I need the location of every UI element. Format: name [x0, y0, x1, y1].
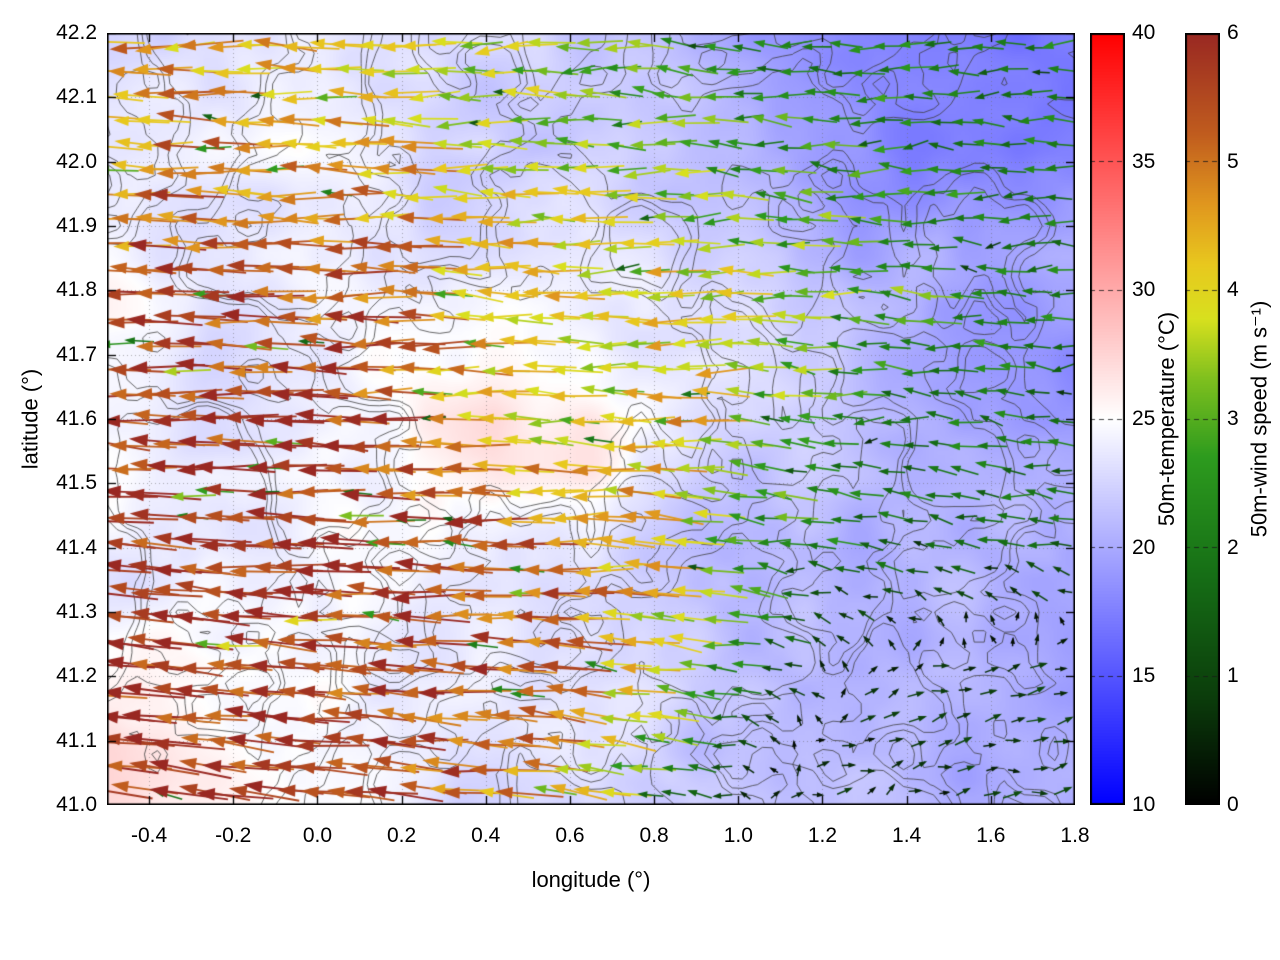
y-tick-label: 41.8	[56, 278, 97, 302]
wind-colorbar-label-wrap: 50m-wind speed (m s⁻¹)	[1242, 33, 1276, 805]
x-tick-label: 0.6	[555, 824, 585, 847]
temperature-colorbar-label-wrap: 50m-temperature (°C)	[1150, 33, 1184, 805]
temperature-colorbar-tick-label: 25	[1132, 407, 1156, 430]
temperature-colorbar	[1090, 33, 1125, 805]
y-tick-label: 42.1	[56, 85, 97, 109]
wind-colorbar-tick-label: 4	[1227, 278, 1239, 302]
x-tick-label: 1.4	[892, 824, 922, 847]
temperature-colorbar-tick-label: 10	[1132, 793, 1156, 816]
x-tick-label: 1.2	[807, 824, 838, 847]
y-tick-label: 41.1	[56, 728, 97, 752]
temperature-colorbar-tick-label: 20	[1132, 535, 1156, 559]
y-tick-label: 41.9	[56, 214, 97, 237]
y-tick-label: 41.4	[56, 535, 97, 559]
x-tick-label: -0.4	[130, 824, 168, 847]
wind-colorbar	[1185, 33, 1220, 805]
x-tick-label: 1.6	[976, 824, 1006, 847]
x-tick-label: 0.0	[302, 824, 333, 847]
y-axis-label-wrap: latitude (°)	[8, 33, 52, 805]
x-tick-label: -0.2	[215, 824, 252, 847]
wind-colorbar-tick-label: 1	[1227, 664, 1239, 688]
plot-area	[107, 33, 1075, 805]
temperature-colorbar-tick-label: 35	[1132, 149, 1156, 173]
y-tick-label: 41.5	[56, 471, 97, 495]
x-tick-label: 1.8	[1060, 824, 1090, 847]
y-tick-label: 41.3	[56, 600, 97, 623]
map-canvas	[107, 33, 1075, 805]
y-tick-label: 41.6	[56, 407, 97, 430]
wind-colorbar-tick-label: 6	[1227, 21, 1239, 44]
y-tick-label: 41.7	[56, 342, 97, 366]
wind-colorbar-tick-label: 3	[1227, 407, 1239, 430]
x-tick-label: 0.2	[386, 824, 417, 847]
y-axis-label: latitude (°)	[17, 368, 43, 470]
y-tick-label: 41.2	[56, 664, 97, 688]
y-tick-label: 41.0	[56, 793, 97, 816]
y-tick-label: 42.2	[56, 21, 97, 44]
x-tick-label: 1.0	[723, 824, 753, 847]
y-tick-label: 42.0	[56, 149, 97, 173]
temperature-colorbar-label: 50m-temperature (°C)	[1154, 311, 1180, 527]
wind-colorbar-label: 50m-wind speed (m s⁻¹)	[1246, 300, 1272, 538]
temperature-colorbar-tick-label: 30	[1132, 278, 1156, 302]
x-tick-label: 0.8	[639, 824, 669, 847]
x-tick-label: 0.4	[471, 824, 501, 847]
wind-colorbar-tick-label: 5	[1227, 149, 1239, 173]
wind-colorbar-tick-label: 0	[1227, 793, 1239, 816]
temperature-colorbar-tick-label: 15	[1132, 664, 1156, 688]
x-axis-label: longitude (°)	[531, 867, 651, 892]
temperature-colorbar-tick-label: 40	[1132, 21, 1156, 44]
wind-colorbar-tick-label: 2	[1227, 535, 1239, 559]
